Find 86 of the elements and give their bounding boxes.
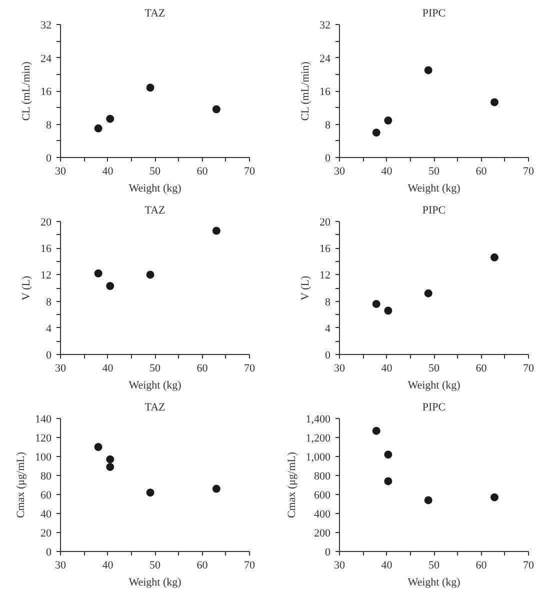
y-tick-label: 40 xyxy=(40,508,52,520)
x-tick-label: 60 xyxy=(196,560,208,572)
x-tick-label: 50 xyxy=(150,362,161,374)
y-tick-label: 16 xyxy=(320,86,331,98)
x-tick-label: 40 xyxy=(102,560,114,572)
chart-title: TAZ xyxy=(144,402,166,414)
x-tick-label: 70 xyxy=(244,560,256,572)
chart-title: PIPC xyxy=(422,402,446,414)
x-tick-label: 30 xyxy=(334,362,346,374)
x-tick-label: 70 xyxy=(244,362,256,374)
y-tick-label: 800 xyxy=(314,470,331,482)
y-tick-label: 20 xyxy=(40,216,52,228)
x-tick-label: 50 xyxy=(428,166,440,178)
y-tick-label: 8 xyxy=(46,296,52,308)
y-tick-label: 100 xyxy=(35,452,52,464)
x-tick-label: 60 xyxy=(196,362,208,374)
y-axis-title: Cmax (μg/mL) xyxy=(15,452,27,518)
y-tick-label: 8 xyxy=(325,296,331,308)
x-tick-label: 30 xyxy=(334,560,346,572)
x-axis-title: Weight (kg) xyxy=(408,380,461,392)
y-tick-label: 4 xyxy=(46,322,52,335)
y-tick-label: 24 xyxy=(320,52,331,65)
x-axis-title: Weight (kg) xyxy=(128,576,182,588)
x-tick-label: 70 xyxy=(523,362,534,374)
x-tick-label: 40 xyxy=(381,560,393,572)
y-tick-label: 1,200 xyxy=(306,432,331,444)
chart-title: TAZ xyxy=(144,204,166,216)
y-tick-label: 8 xyxy=(325,119,331,132)
x-tick-label: 30 xyxy=(55,362,66,374)
x-tick-label: 40 xyxy=(102,166,114,178)
x-axis-title: Weight (kg) xyxy=(128,380,182,392)
y-tick-label: 0 xyxy=(46,350,52,362)
x-tick-label: 70 xyxy=(523,166,534,178)
y-axis-title: CL (mL/min) xyxy=(20,61,32,121)
x-tick-label: 70 xyxy=(523,560,534,572)
y-tick-label: 12 xyxy=(320,270,330,282)
x-tick-label: 50 xyxy=(428,362,440,374)
y-tick-label: 20 xyxy=(40,528,52,540)
y-axis-title: V (L) xyxy=(300,275,312,300)
y-tick-label: 32 xyxy=(40,20,52,32)
x-tick-label: 60 xyxy=(196,166,208,178)
chart-title: TAZ xyxy=(144,8,166,20)
y-tick-label: 8 xyxy=(46,119,52,132)
x-axis-title: Weight (kg) xyxy=(408,576,461,588)
x-tick-label: 30 xyxy=(55,166,66,178)
y-tick-label: 4 xyxy=(325,322,331,335)
y-tick-label: 1,400 xyxy=(306,414,331,426)
y-tick-label: 24 xyxy=(40,52,52,65)
x-axis-title: Weight (kg) xyxy=(128,182,182,194)
y-tick-label: 60 xyxy=(40,490,52,502)
x-tick-label: 30 xyxy=(55,560,66,572)
y-tick-label: 0 xyxy=(325,546,331,558)
y-tick-label: 1,000 xyxy=(306,452,331,464)
x-tick-label: 50 xyxy=(150,166,161,178)
y-axis-title: CL (mL/min) xyxy=(300,61,312,121)
x-tick-label: 60 xyxy=(476,560,488,572)
chart-title: PIPC xyxy=(422,8,446,20)
x-tick-label: 50 xyxy=(150,560,161,572)
y-tick-label: 0 xyxy=(46,152,52,164)
x-tick-label: 60 xyxy=(476,166,488,178)
x-tick-label: 40 xyxy=(102,362,114,374)
y-tick-label: 16 xyxy=(320,243,331,256)
y-tick-label: 0 xyxy=(325,350,331,362)
y-tick-label: 16 xyxy=(40,243,52,256)
y-tick-label: 32 xyxy=(320,20,330,32)
y-tick-label: 20 xyxy=(320,216,331,228)
y-tick-label: 80 xyxy=(40,470,52,482)
x-tick-label: 40 xyxy=(381,166,393,178)
y-tick-label: 400 xyxy=(314,508,331,520)
x-axis-title: Weight (kg) xyxy=(408,182,461,194)
y-tick-label: 0 xyxy=(46,546,52,558)
x-tick-label: 70 xyxy=(244,166,256,178)
x-tick-label: 60 xyxy=(476,362,488,374)
y-axis-title: Cmax (μg/mL) xyxy=(286,452,298,518)
y-tick-label: 0 xyxy=(325,152,331,164)
y-axis-title: V (L) xyxy=(20,275,32,300)
y-tick-label: 600 xyxy=(314,490,331,502)
y-tick-label: 140 xyxy=(35,414,52,426)
y-tick-label: 16 xyxy=(40,86,52,98)
y-tick-label: 12 xyxy=(40,270,52,282)
x-tick-label: 30 xyxy=(334,166,346,178)
x-tick-label: 40 xyxy=(381,362,393,374)
y-tick-label: 120 xyxy=(35,432,52,444)
y-tick-label: 200 xyxy=(314,528,331,540)
chart-title: PIPC xyxy=(422,204,446,216)
x-tick-label: 50 xyxy=(428,560,440,572)
